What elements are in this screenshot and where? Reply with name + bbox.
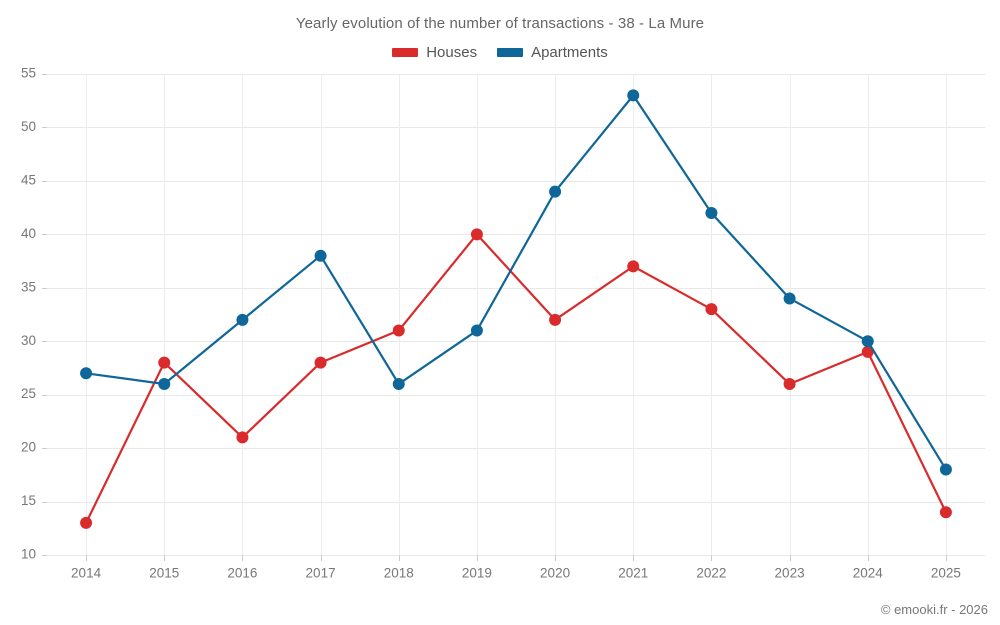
data-point-houses-2024[interactable] (861, 345, 874, 358)
series-layer (80, 89, 952, 529)
y-tick-label: 40 (21, 226, 36, 241)
x-axis-labels: 2014 2015 2016 2017 2018 2019 2020 2021 2022 2023… (71, 566, 961, 581)
chart-legend: Houses Apartments (0, 44, 1000, 61)
data-point-apartments-2017[interactable] (314, 249, 327, 262)
y-tick-label: 55 (21, 66, 36, 81)
tick-layer (42, 74, 947, 561)
data-point-apartments-2016[interactable] (236, 313, 249, 326)
data-point-apartments-2018[interactable] (392, 377, 405, 390)
y-tick-label: 10 (21, 547, 36, 562)
data-point-apartments-2022[interactable] (705, 206, 718, 219)
y-tick-label: 20 (21, 440, 36, 455)
y-tick-label: 15 (21, 493, 36, 508)
data-point-houses-2019[interactable] (470, 228, 483, 241)
y-tick-label: 25 (21, 386, 36, 401)
data-point-houses-2022[interactable] (705, 303, 718, 316)
x-tick-label: 2022 (696, 566, 726, 581)
chart-title: Yearly evolution of the number of transa… (295, 15, 705, 32)
data-point-houses-2021[interactable] (627, 260, 640, 273)
data-point-apartments-2019[interactable] (470, 324, 483, 337)
data-point-houses-2023[interactable] (783, 377, 796, 390)
data-point-apartments-2023[interactable] (783, 292, 796, 305)
x-tick-label: 2019 (462, 566, 492, 581)
series-line-houses (84, 233, 948, 525)
grid-layer (47, 74, 985, 556)
data-point-houses-2020[interactable] (549, 313, 562, 326)
legend-item-apartments[interactable]: Apartments (497, 44, 608, 61)
legend-swatch-houses (392, 48, 419, 57)
data-point-apartments-2025[interactable] (939, 463, 952, 476)
y-tick-label: 50 (21, 119, 36, 134)
data-point-houses-2025[interactable] (939, 506, 952, 519)
legend-label-apartments: Apartments (531, 44, 608, 61)
x-tick-label: 2025 (931, 566, 961, 581)
x-tick-label: 2017 (306, 566, 336, 581)
y-tick-label: 35 (21, 279, 36, 294)
data-point-houses-2015[interactable] (158, 356, 171, 369)
x-tick-label: 2016 (227, 566, 257, 581)
data-point-apartments-2021[interactable] (627, 89, 640, 102)
y-axis-labels: 10 15 20 25 30 35 40 45 50 55 (21, 66, 36, 562)
x-tick-label: 2020 (540, 566, 570, 581)
x-tick-label: 2015 (149, 566, 179, 581)
data-point-apartments-2015[interactable] (158, 377, 171, 390)
data-point-apartments-2014[interactable] (80, 367, 93, 380)
series-line-apartments (84, 94, 948, 471)
legend-label-houses: Houses (426, 44, 478, 61)
data-point-houses-2017[interactable] (314, 356, 327, 369)
data-point-apartments-2020[interactable] (549, 185, 562, 198)
x-tick-label: 2014 (71, 566, 102, 581)
data-point-apartments-2024[interactable] (861, 335, 874, 348)
data-point-houses-2016[interactable] (236, 431, 249, 444)
x-tick-label: 2021 (618, 566, 648, 581)
x-tick-label: 2023 (775, 566, 805, 581)
data-point-houses-2018[interactable] (392, 324, 405, 337)
y-tick-label: 45 (21, 172, 36, 187)
data-point-houses-2014[interactable] (80, 516, 93, 529)
x-tick-label: 2024 (853, 566, 884, 581)
x-tick-label: 2018 (384, 566, 414, 581)
footer-credit: © emooki.fr - 2026 (880, 602, 988, 617)
legend-swatch-apartments (497, 48, 524, 57)
legend-item-houses[interactable]: Houses (392, 44, 477, 61)
y-tick-label: 30 (21, 333, 36, 348)
